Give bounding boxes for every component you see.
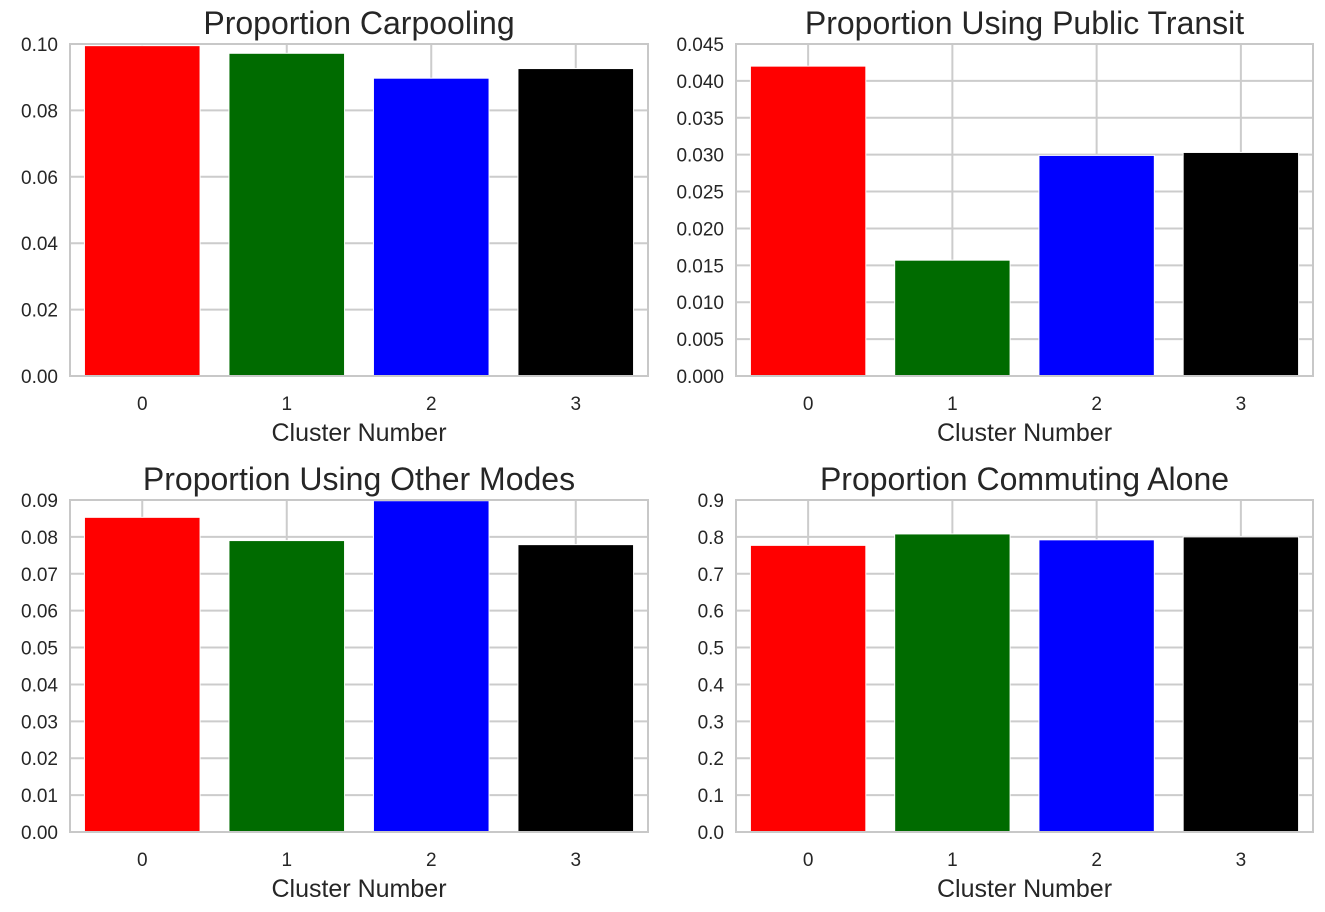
y-tick-label: 0.09 bbox=[21, 491, 58, 512]
chart-title: Proportion Commuting Alone bbox=[820, 461, 1229, 497]
y-tick-label: 0.035 bbox=[676, 109, 724, 130]
bar-cluster-0 bbox=[749, 544, 867, 833]
plot-frame bbox=[735, 43, 1314, 377]
y-tick-label: 0.02 bbox=[21, 749, 58, 770]
y-tick-label: 0.05 bbox=[21, 639, 58, 660]
bar-cluster-0 bbox=[83, 516, 201, 833]
y-tick-label: 0.030 bbox=[676, 146, 724, 167]
y-tick-label: 0.015 bbox=[676, 256, 724, 277]
chart-title: Proportion Using Public Transit bbox=[805, 5, 1244, 41]
y-tick-label: 0.6 bbox=[698, 602, 724, 623]
bar-cluster-0 bbox=[749, 65, 867, 377]
bar-cluster-1 bbox=[228, 540, 346, 833]
y-tick-label: 0.06 bbox=[21, 602, 58, 623]
x-tick-label: 0 bbox=[137, 850, 148, 871]
x-tick-label: 0 bbox=[137, 394, 148, 415]
x-tick-label: 3 bbox=[1236, 850, 1247, 871]
y-tick-label: 0.025 bbox=[676, 183, 724, 204]
plot-frame bbox=[69, 43, 649, 377]
x-axis-label: Cluster Number bbox=[937, 875, 1112, 903]
y-tick-label: 0.040 bbox=[676, 72, 724, 93]
y-tick-label: 0.06 bbox=[21, 168, 58, 189]
y-tick-label: 0.010 bbox=[676, 293, 724, 314]
bar-cluster-3 bbox=[517, 544, 635, 833]
y-tick-label: 0.08 bbox=[21, 101, 58, 122]
x-tick-label: 2 bbox=[426, 850, 437, 871]
x-tick-label: 0 bbox=[803, 850, 814, 871]
x-axis-label: Cluster Number bbox=[271, 875, 446, 903]
y-tick-label: 0.7 bbox=[698, 565, 724, 586]
y-tick-label: 0.03 bbox=[21, 712, 58, 733]
y-tick-label: 0.9 bbox=[698, 491, 724, 512]
y-tick-label: 0.8 bbox=[698, 528, 724, 549]
y-tick-label: 0.01 bbox=[21, 786, 58, 807]
chart-public-transit: Proportion Using Public Transit 0.000 0.00… bbox=[676, 5, 1314, 447]
x-tick-label: 2 bbox=[1091, 850, 1102, 871]
y-tick-label: 0.000 bbox=[676, 367, 724, 388]
y-tick-label: 0.005 bbox=[676, 330, 724, 351]
bar-cluster-3 bbox=[517, 68, 635, 377]
bar-cluster-2 bbox=[372, 500, 490, 833]
y-tick-label: 0.2 bbox=[698, 749, 724, 770]
plot-frame bbox=[735, 499, 1314, 833]
bar-cluster-1 bbox=[894, 533, 1011, 833]
y-tick-label: 0.04 bbox=[21, 234, 58, 255]
bar-cluster-3 bbox=[1182, 536, 1300, 833]
x-tick-label: 1 bbox=[281, 850, 292, 871]
chart-carpooling: Proportion Carpooling 0.00 0.02 0.04 0.06 0.0… bbox=[21, 5, 649, 447]
chart-title: Proportion Using Other Modes bbox=[143, 461, 575, 497]
chart-title: Proportion Carpooling bbox=[203, 5, 514, 41]
x-tick-label: 3 bbox=[570, 850, 581, 871]
bar-cluster-0 bbox=[83, 45, 201, 377]
x-tick-label: 3 bbox=[1236, 394, 1247, 415]
chart-commuting-alone: Proportion Commuting Alone 0.0 0.1 0.2 0.3 0.… bbox=[698, 461, 1314, 903]
y-tick-label: 0.020 bbox=[676, 219, 724, 240]
x-tick-label: 2 bbox=[1091, 394, 1102, 415]
y-tick-label: 0.045 bbox=[676, 35, 724, 56]
bar-cluster-1 bbox=[228, 52, 346, 377]
y-tick-label: 0.1 bbox=[698, 786, 724, 807]
bar-cluster-1 bbox=[894, 259, 1011, 377]
plot-frame bbox=[69, 499, 649, 833]
x-tick-label: 0 bbox=[803, 394, 814, 415]
bar-cluster-2 bbox=[372, 77, 490, 377]
y-tick-label: 0.0 bbox=[698, 823, 724, 844]
bar-cluster-2 bbox=[1038, 539, 1155, 833]
y-tick-label: 0.02 bbox=[21, 301, 58, 322]
y-tick-label: 0.3 bbox=[698, 712, 724, 733]
x-axis-label: Cluster Number bbox=[271, 419, 446, 447]
x-axis-label: Cluster Number bbox=[937, 419, 1112, 447]
bar-cluster-2 bbox=[1038, 154, 1155, 377]
x-tick-label: 1 bbox=[281, 394, 292, 415]
bar-cluster-3 bbox=[1182, 151, 1300, 377]
chart-other-modes: Proportion Using Other Modes 0.00 0.01 0.02… bbox=[21, 461, 649, 903]
y-tick-label: 0.4 bbox=[698, 675, 725, 696]
y-tick-label: 0.04 bbox=[21, 675, 58, 696]
y-tick-label: 0.00 bbox=[21, 823, 58, 844]
y-tick-label: 0.00 bbox=[21, 367, 58, 388]
y-tick-label: 0.10 bbox=[21, 35, 58, 56]
x-tick-label: 3 bbox=[570, 394, 581, 415]
y-tick-label: 0.07 bbox=[21, 565, 58, 586]
y-tick-label: 0.5 bbox=[698, 639, 724, 660]
x-tick-label: 1 bbox=[947, 394, 958, 415]
y-tick-label: 0.08 bbox=[21, 528, 58, 549]
x-tick-label: 2 bbox=[426, 394, 437, 415]
x-tick-label: 1 bbox=[947, 850, 958, 871]
